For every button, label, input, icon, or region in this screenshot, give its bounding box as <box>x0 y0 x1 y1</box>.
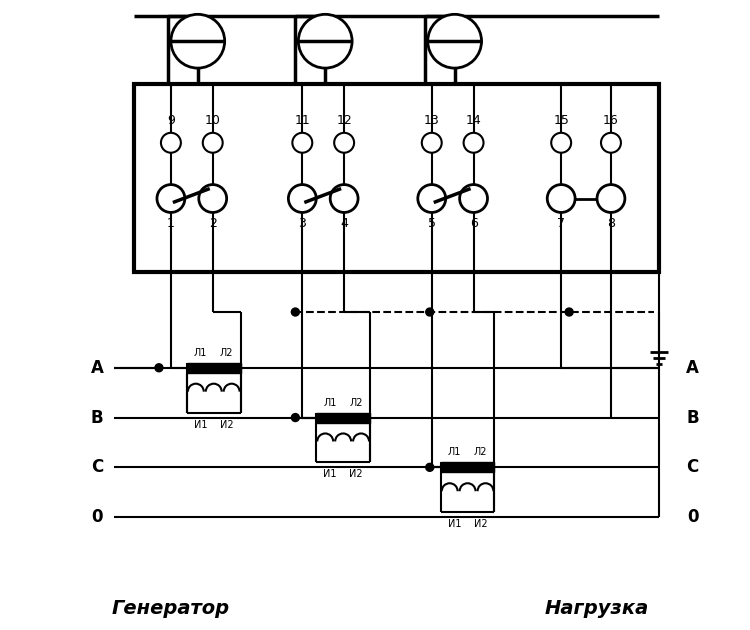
Circle shape <box>566 308 573 316</box>
Text: B: B <box>686 408 699 427</box>
Bar <box>187 363 241 373</box>
Text: Генератор: Генератор <box>111 599 230 618</box>
Circle shape <box>334 133 354 152</box>
Circle shape <box>460 185 488 212</box>
Circle shape <box>171 14 225 68</box>
Circle shape <box>199 185 226 212</box>
Text: Л1: Л1 <box>194 348 208 358</box>
Text: И1: И1 <box>448 519 461 529</box>
Circle shape <box>202 133 223 152</box>
Circle shape <box>291 308 299 316</box>
Text: Л2: Л2 <box>474 447 488 457</box>
Bar <box>316 413 370 423</box>
Text: 3: 3 <box>298 217 306 230</box>
Text: Л1: Л1 <box>448 447 461 457</box>
Circle shape <box>601 133 621 152</box>
Text: 8: 8 <box>607 217 615 230</box>
Bar <box>134 84 658 272</box>
Text: 16: 16 <box>603 115 619 127</box>
Circle shape <box>548 185 575 212</box>
Circle shape <box>464 133 484 152</box>
Text: C: C <box>686 459 699 476</box>
Text: 7: 7 <box>557 217 566 230</box>
Circle shape <box>551 133 572 152</box>
Circle shape <box>157 185 184 212</box>
Text: Л1: Л1 <box>323 398 337 408</box>
Text: 4: 4 <box>340 217 348 230</box>
Text: И2: И2 <box>350 469 363 479</box>
Text: 5: 5 <box>427 217 436 230</box>
Circle shape <box>422 133 442 152</box>
Bar <box>441 462 494 472</box>
Text: И1: И1 <box>194 420 208 430</box>
Text: 15: 15 <box>554 115 569 127</box>
Text: 11: 11 <box>295 115 310 127</box>
Circle shape <box>289 185 316 212</box>
Text: 6: 6 <box>470 217 478 230</box>
Circle shape <box>292 133 312 152</box>
Circle shape <box>330 185 358 212</box>
Text: И2: И2 <box>474 519 488 529</box>
Circle shape <box>155 364 163 372</box>
Text: Нагрузка: Нагрузка <box>544 599 649 618</box>
Circle shape <box>298 14 352 68</box>
Text: Л2: Л2 <box>350 398 363 408</box>
Circle shape <box>418 185 446 212</box>
Circle shape <box>426 308 433 316</box>
Text: Л2: Л2 <box>220 348 233 358</box>
Text: И2: И2 <box>220 420 233 430</box>
Text: 0: 0 <box>687 508 698 526</box>
Text: B: B <box>91 408 104 427</box>
Text: 12: 12 <box>336 115 352 127</box>
Text: 14: 14 <box>466 115 482 127</box>
Circle shape <box>291 413 299 421</box>
Text: И1: И1 <box>323 469 337 479</box>
Text: 0: 0 <box>92 508 103 526</box>
Circle shape <box>427 14 482 68</box>
Circle shape <box>597 185 625 212</box>
Text: A: A <box>91 358 104 377</box>
Text: 1: 1 <box>167 217 175 230</box>
Text: 9: 9 <box>167 115 175 127</box>
Text: 2: 2 <box>209 217 217 230</box>
Text: A: A <box>686 358 699 377</box>
Circle shape <box>426 463 433 471</box>
Text: 13: 13 <box>424 115 439 127</box>
Text: C: C <box>91 459 104 476</box>
Text: 10: 10 <box>205 115 220 127</box>
Circle shape <box>161 133 181 152</box>
